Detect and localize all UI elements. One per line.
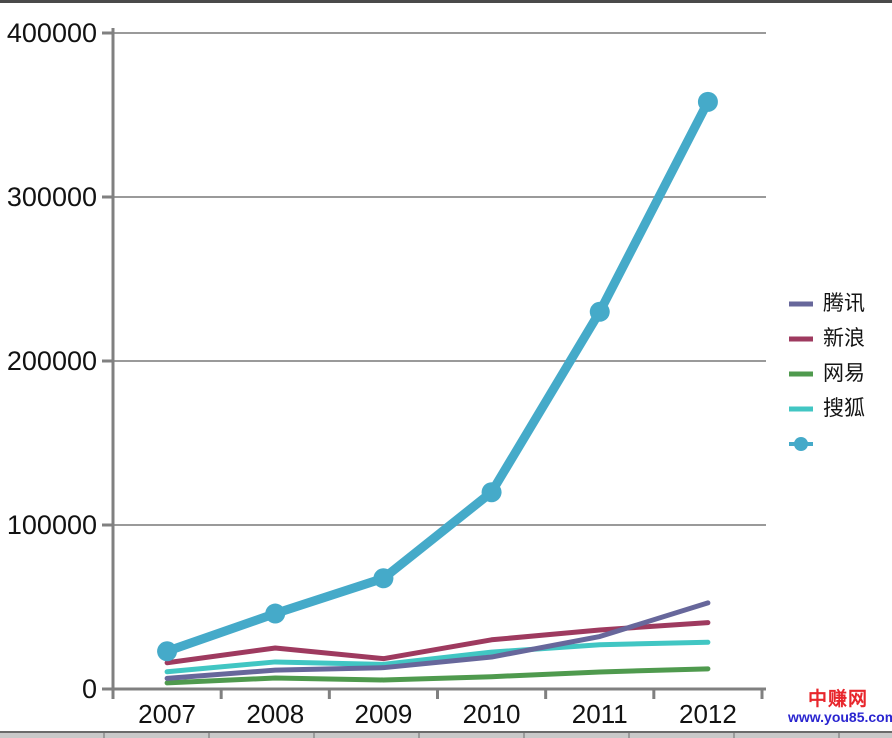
watermark-url-text: www.you85.com (788, 708, 892, 725)
y-axis-label: 200000 (7, 346, 97, 376)
series-line (164, 600, 711, 681)
legend-swatch-line (789, 336, 813, 341)
y-axis-label: 100000 (7, 510, 97, 540)
data-point-marker (589, 301, 610, 322)
watermark-brand-text: 中赚网 (807, 689, 868, 710)
legend-item-sina: 新浪 (788, 321, 890, 356)
legend-swatch-dot (789, 436, 813, 451)
chart-legend: 腾讯 新浪 网易 搜狐 (788, 286, 890, 461)
legend-swatch-line (789, 301, 813, 306)
x-axis-label: 2007 (138, 699, 196, 729)
x-axis-label: 2010 (463, 699, 521, 729)
x-axis-label: 2008 (246, 699, 304, 729)
x-axis-label: 2011 (572, 699, 628, 729)
y-axis-label: 300000 (7, 182, 97, 212)
y-axis-label: 0 (82, 674, 97, 704)
legend-label: 腾讯 (823, 292, 865, 315)
data-point-marker (265, 603, 286, 624)
legend-item-marker-series (788, 426, 890, 461)
data-point-marker (481, 482, 502, 503)
legend-swatch-line (789, 371, 813, 376)
legend-item-netease: 网易 (788, 356, 890, 391)
x-axis-label: 2012 (679, 699, 737, 729)
legend-label: 新浪 (823, 327, 865, 350)
top-border-line (0, 0, 892, 3)
watermark: 中赚网 www.you85.com (788, 689, 892, 725)
cropped-table-edge (0, 731, 892, 738)
legend-item-sohu: 搜狐 (788, 391, 890, 426)
series-line (164, 639, 711, 675)
y-axis-label: 400000 (7, 18, 97, 48)
data-point-marker (373, 568, 394, 589)
legend-swatch-line (789, 406, 813, 411)
legend-item-tencent: 腾讯 (788, 286, 890, 321)
legend-label: 网易 (823, 362, 865, 385)
data-point-marker (697, 91, 718, 112)
x-axis-label: 2009 (354, 699, 412, 729)
series-line (162, 97, 713, 656)
data-point-marker (157, 641, 178, 662)
legend-label: 搜狐 (823, 397, 865, 420)
series-line (164, 666, 711, 686)
